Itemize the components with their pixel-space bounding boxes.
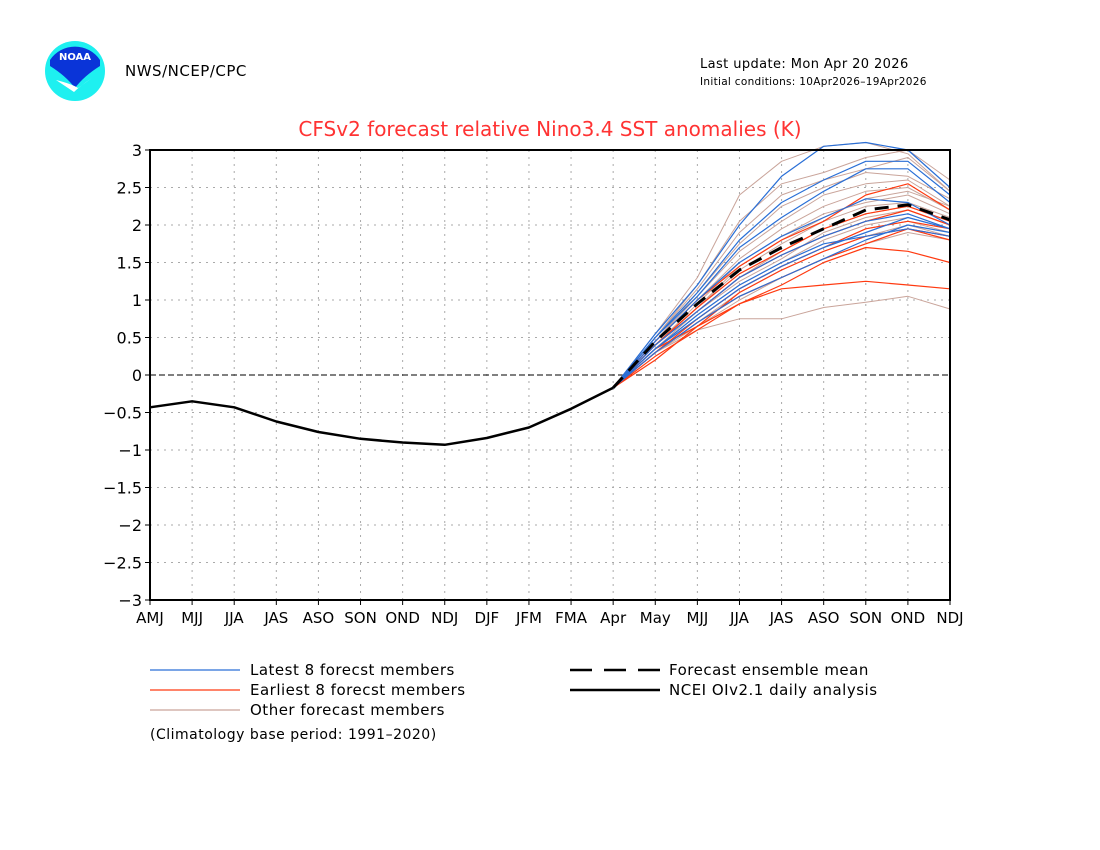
latest-members <box>612 141 951 389</box>
last-update: Last update: Mon Apr 20 2026 <box>700 57 909 72</box>
y-tick-label: 1 <box>132 291 142 310</box>
x-tick-label: NDJ <box>936 609 963 627</box>
x-tick-label: SON <box>344 609 377 627</box>
x-tick-label: OND <box>385 609 420 627</box>
x-tick-label: ASO <box>303 609 335 627</box>
y-axis: 3 2.5 2 1.5 1 0.5 0 −0.5 −1 −1.5 −2 −2.5 −3 <box>103 141 150 610</box>
earliest-member-line <box>612 228 951 389</box>
other-member-line <box>612 149 951 389</box>
x-tick-label: SON <box>850 609 883 627</box>
other-member-line <box>612 217 951 389</box>
latest-member-line <box>612 216 951 389</box>
x-tick-label: MJJ <box>686 609 708 627</box>
y-tick-label: 0 <box>132 366 142 385</box>
y-tick-label: −3 <box>118 591 142 610</box>
x-tick-label: JJA <box>224 609 245 627</box>
y-tick-label: −1 <box>118 441 142 460</box>
observed-line <box>149 386 614 447</box>
x-tick-label: MJJ <box>181 609 203 627</box>
plot-frame <box>149 149 951 601</box>
x-tick-label: Apr <box>600 609 627 627</box>
x-tick-label: ASO <box>808 609 840 627</box>
latest-member-line <box>612 224 951 389</box>
x-tick-label: JAS <box>263 609 288 627</box>
climatology-footnote: (Climatology base period: 1991–2020) <box>150 727 437 743</box>
y-tick-label: 0.5 <box>117 329 142 348</box>
logo-text: NOAA <box>59 52 91 63</box>
x-tick-label: DJF <box>475 609 500 627</box>
x-tick-label: NDJ <box>431 609 458 627</box>
y-tick-label: 3 <box>132 141 142 160</box>
initial-conditions: Initial conditions: 10Apr2026–19Apr2026 <box>700 76 927 88</box>
org-label: NWS/NCEP/CPC <box>125 62 247 80</box>
legend-label-observed: NCEI OIv2.1 daily analysis <box>669 681 878 699</box>
other-member-line <box>612 179 951 389</box>
logo-upper <box>50 46 100 88</box>
x-tick-label: FMA <box>555 609 588 627</box>
y-tick-label: −2 <box>118 516 142 535</box>
other-member-line <box>612 209 951 389</box>
earliest-member-line <box>612 280 951 389</box>
earliest-member-line <box>612 228 951 389</box>
noaa-logo: NOAA <box>45 41 105 101</box>
legend-label-latest: Latest 8 forecst members <box>250 661 455 679</box>
legend-label-mean: Forecast ensemble mean <box>669 661 869 679</box>
legend-label-other: Other forecast members <box>250 701 445 719</box>
earliest-member-line <box>612 205 951 389</box>
y-tick-label: 1.5 <box>117 254 142 273</box>
observed-series <box>149 386 614 447</box>
y-tick-label: −0.5 <box>103 404 142 423</box>
legend: Latest 8 forecst members Earliest 8 forec… <box>150 661 878 719</box>
latest-member-line <box>612 228 951 389</box>
x-tick-label: JJA <box>729 609 750 627</box>
x-tick-label: JAS <box>769 609 794 627</box>
y-tick-label: −1.5 <box>103 479 142 498</box>
x-axis: AMJ MJJ JJA JAS ASO SON OND NDJ DJF JFM FMA Apr May M… <box>136 600 964 627</box>
x-tick-label: May <box>640 609 671 627</box>
x-tick-label: AMJ <box>136 609 164 627</box>
y-tick-label: 2.5 <box>117 179 142 198</box>
y-tick-label: −2.5 <box>103 554 142 573</box>
other-member-line <box>612 295 951 389</box>
x-tick-label: OND <box>891 609 926 627</box>
other-member-line <box>612 172 951 389</box>
latest-member-line <box>612 168 951 389</box>
latest-member-line <box>612 141 951 389</box>
y-tick-label: 2 <box>132 216 142 235</box>
ensemble-mean-line <box>612 203 951 389</box>
chart-title: CFSv2 forecast relative Nino3.4 SST anom… <box>298 117 801 141</box>
x-tick-label: JFM <box>515 609 542 627</box>
earliest-member-line <box>612 246 951 389</box>
latest-member-line <box>612 160 951 389</box>
legend-label-earliest: Earliest 8 forecst members <box>250 681 466 699</box>
latest-member-line <box>612 213 951 389</box>
logo-bird <box>56 78 92 92</box>
mean-series <box>612 203 951 389</box>
